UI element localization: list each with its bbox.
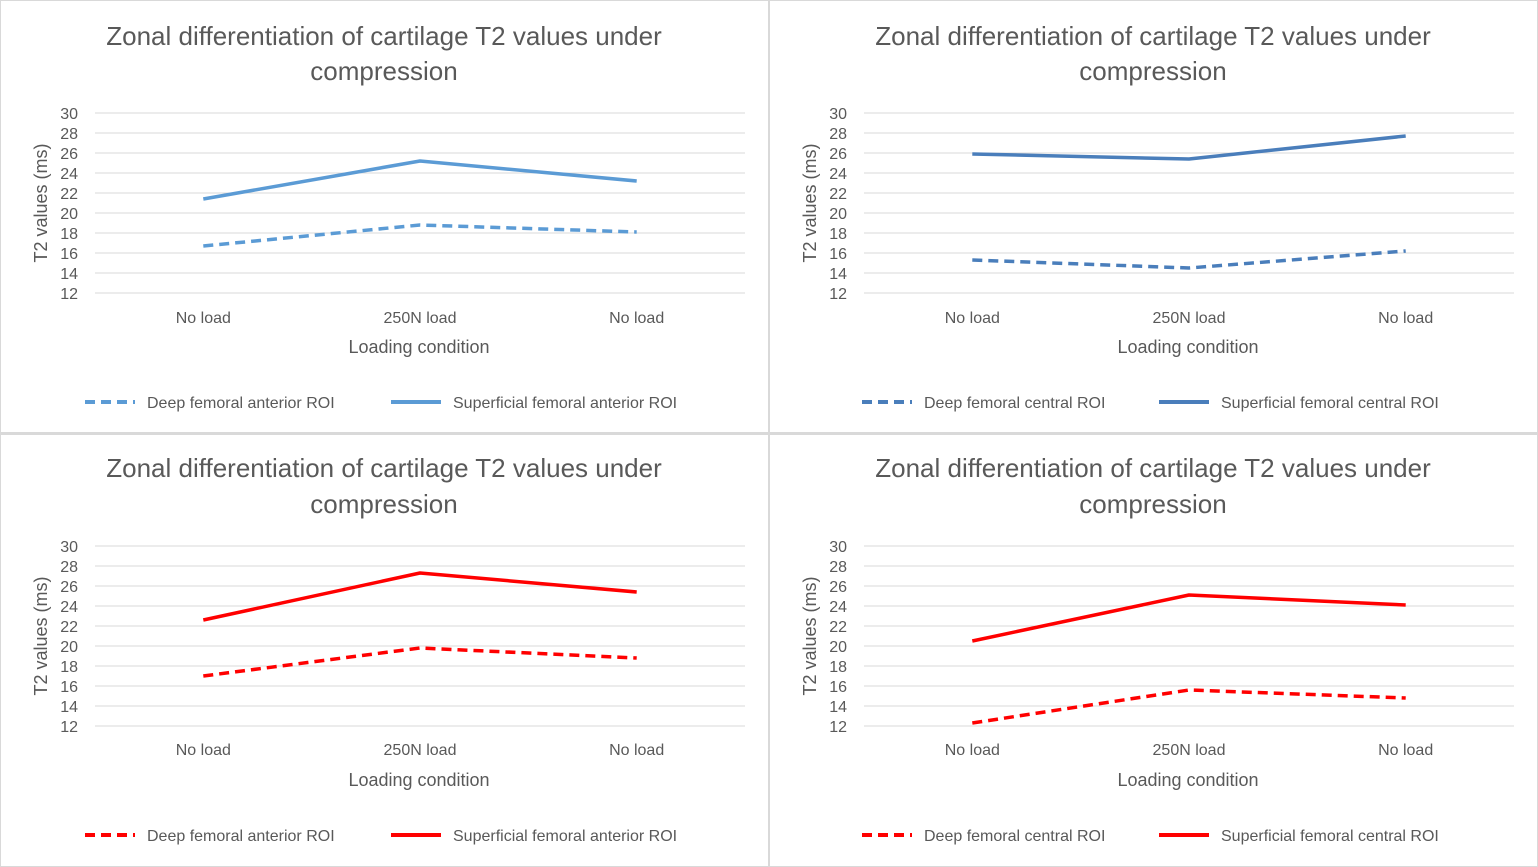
x-tick-label: 250N load xyxy=(384,742,457,759)
y-tick-label: 24 xyxy=(60,599,78,616)
y-tick-label: 28 xyxy=(60,559,78,576)
y-tick-label: 12 xyxy=(60,719,78,736)
x-tick-label: 250N load xyxy=(1153,742,1226,759)
chart-title-line1: Zonal differentiation of cartilage T2 va… xyxy=(875,21,1431,51)
legend-label: Deep femoral anterior ROI xyxy=(147,395,335,412)
x-axis-label: Loading condition xyxy=(1117,337,1258,357)
y-axis-label: T2 values (ms) xyxy=(31,576,51,695)
y-tick-label: 16 xyxy=(60,246,78,263)
x-tick-label: No load xyxy=(945,742,1000,759)
y-tick-label: 26 xyxy=(60,146,78,163)
chart-panel-central-blue: Zonal differentiation of cartilage T2 va… xyxy=(770,1,1537,432)
series-line-deep-femoral-central-roi xyxy=(972,249,1406,270)
x-tick-label: No load xyxy=(609,310,664,327)
y-tick-label: 20 xyxy=(60,639,78,656)
series-line-superficial-femoral-anterior-roi xyxy=(202,159,637,201)
y-axis-label: T2 values (ms) xyxy=(800,576,820,695)
y-tick-label: 16 xyxy=(829,246,847,263)
y-tick-label: 22 xyxy=(829,186,847,203)
x-tick-label: No load xyxy=(1378,742,1433,759)
y-tick-label: 22 xyxy=(60,186,78,203)
chart-title-line2: compression xyxy=(1079,56,1226,86)
series-line-superficial-femoral-anterior-roi xyxy=(202,571,637,622)
y-tick-label: 22 xyxy=(60,619,78,636)
chart-title-line1: Zonal differentiation of cartilage T2 va… xyxy=(106,21,662,51)
chart-svg: Zonal differentiation of cartilage T2 va… xyxy=(31,21,745,412)
y-tick-label: 12 xyxy=(60,286,78,303)
y-tick-label: 16 xyxy=(60,679,78,696)
y-tick-label: 30 xyxy=(60,106,78,123)
y-tick-label: 22 xyxy=(829,619,847,636)
y-axis-label: T2 values (ms) xyxy=(31,143,51,262)
chart-svg: Zonal differentiation of cartilage T2 va… xyxy=(800,453,1514,845)
series-line-superficial-femoral-central-roi xyxy=(971,593,1406,643)
y-tick-label: 26 xyxy=(829,579,847,596)
y-tick-label: 12 xyxy=(829,719,847,736)
y-tick-label: 24 xyxy=(60,166,78,183)
legend-label: Superficial femoral anterior ROI xyxy=(453,828,677,845)
x-tick-label: No load xyxy=(945,310,1000,327)
x-tick-label: No load xyxy=(176,742,231,759)
y-tick-label: 24 xyxy=(829,166,847,183)
legend-label: Superficial femoral central ROI xyxy=(1221,828,1439,845)
chart-title-line2: compression xyxy=(1079,489,1226,519)
y-tick-label: 26 xyxy=(60,579,78,596)
chart-panel-anterior-blue: Zonal differentiation of cartilage T2 va… xyxy=(1,1,768,432)
y-tick-label: 30 xyxy=(829,539,847,556)
y-tick-label: 20 xyxy=(829,639,847,656)
x-axis-label: Loading condition xyxy=(348,770,489,790)
y-tick-label: 18 xyxy=(829,226,847,243)
y-tick-label: 26 xyxy=(829,146,847,163)
chart-panel-anterior-red: Zonal differentiation of cartilage T2 va… xyxy=(1,435,768,866)
legend-label: Deep femoral central ROI xyxy=(924,395,1105,412)
y-tick-label: 28 xyxy=(829,559,847,576)
y-tick-label: 20 xyxy=(60,206,78,223)
x-tick-label: No load xyxy=(176,310,231,327)
y-tick-label: 14 xyxy=(829,266,847,283)
x-axis-label: Loading condition xyxy=(348,337,489,357)
y-tick-label: 20 xyxy=(829,206,847,223)
y-tick-label: 18 xyxy=(829,659,847,676)
chart-title-line2: compression xyxy=(310,56,457,86)
y-tick-label: 12 xyxy=(829,286,847,303)
y-tick-label: 30 xyxy=(829,106,847,123)
series-line-deep-femoral-anterior-roi xyxy=(203,223,637,248)
legend-label: Superficial femoral anterior ROI xyxy=(453,395,677,412)
legend-label: Superficial femoral central ROI xyxy=(1221,395,1439,412)
x-tick-label: 250N load xyxy=(384,310,457,327)
chart-panel-central-red: Zonal differentiation of cartilage T2 va… xyxy=(770,435,1537,866)
y-tick-label: 30 xyxy=(60,539,78,556)
y-tick-label: 14 xyxy=(60,266,78,283)
series-line-superficial-femoral-central-roi xyxy=(972,134,1406,161)
chart-svg: Zonal differentiation of cartilage T2 va… xyxy=(800,21,1514,412)
chart-svg: Zonal differentiation of cartilage T2 va… xyxy=(31,453,745,845)
series-line-deep-femoral-central-roi xyxy=(972,688,1406,725)
x-tick-label: No load xyxy=(609,742,664,759)
x-axis-label: Loading condition xyxy=(1117,770,1258,790)
chart-title-line1: Zonal differentiation of cartilage T2 va… xyxy=(106,453,662,483)
chart-title-line2: compression xyxy=(310,489,457,519)
y-tick-label: 28 xyxy=(60,126,78,143)
legend-label: Deep femoral anterior ROI xyxy=(147,828,335,845)
y-tick-label: 18 xyxy=(60,659,78,676)
series-line-deep-femoral-anterior-roi xyxy=(203,646,637,678)
chart-title-line1: Zonal differentiation of cartilage T2 va… xyxy=(875,453,1431,483)
y-tick-label: 28 xyxy=(829,126,847,143)
x-tick-label: 250N load xyxy=(1153,310,1226,327)
x-tick-label: No load xyxy=(1378,310,1433,327)
y-tick-label: 18 xyxy=(60,226,78,243)
y-tick-label: 14 xyxy=(829,699,847,716)
y-axis-label: T2 values (ms) xyxy=(800,143,820,262)
legend-label: Deep femoral central ROI xyxy=(924,828,1105,845)
y-tick-label: 16 xyxy=(829,679,847,696)
y-tick-label: 14 xyxy=(60,699,78,716)
y-tick-label: 24 xyxy=(829,599,847,616)
